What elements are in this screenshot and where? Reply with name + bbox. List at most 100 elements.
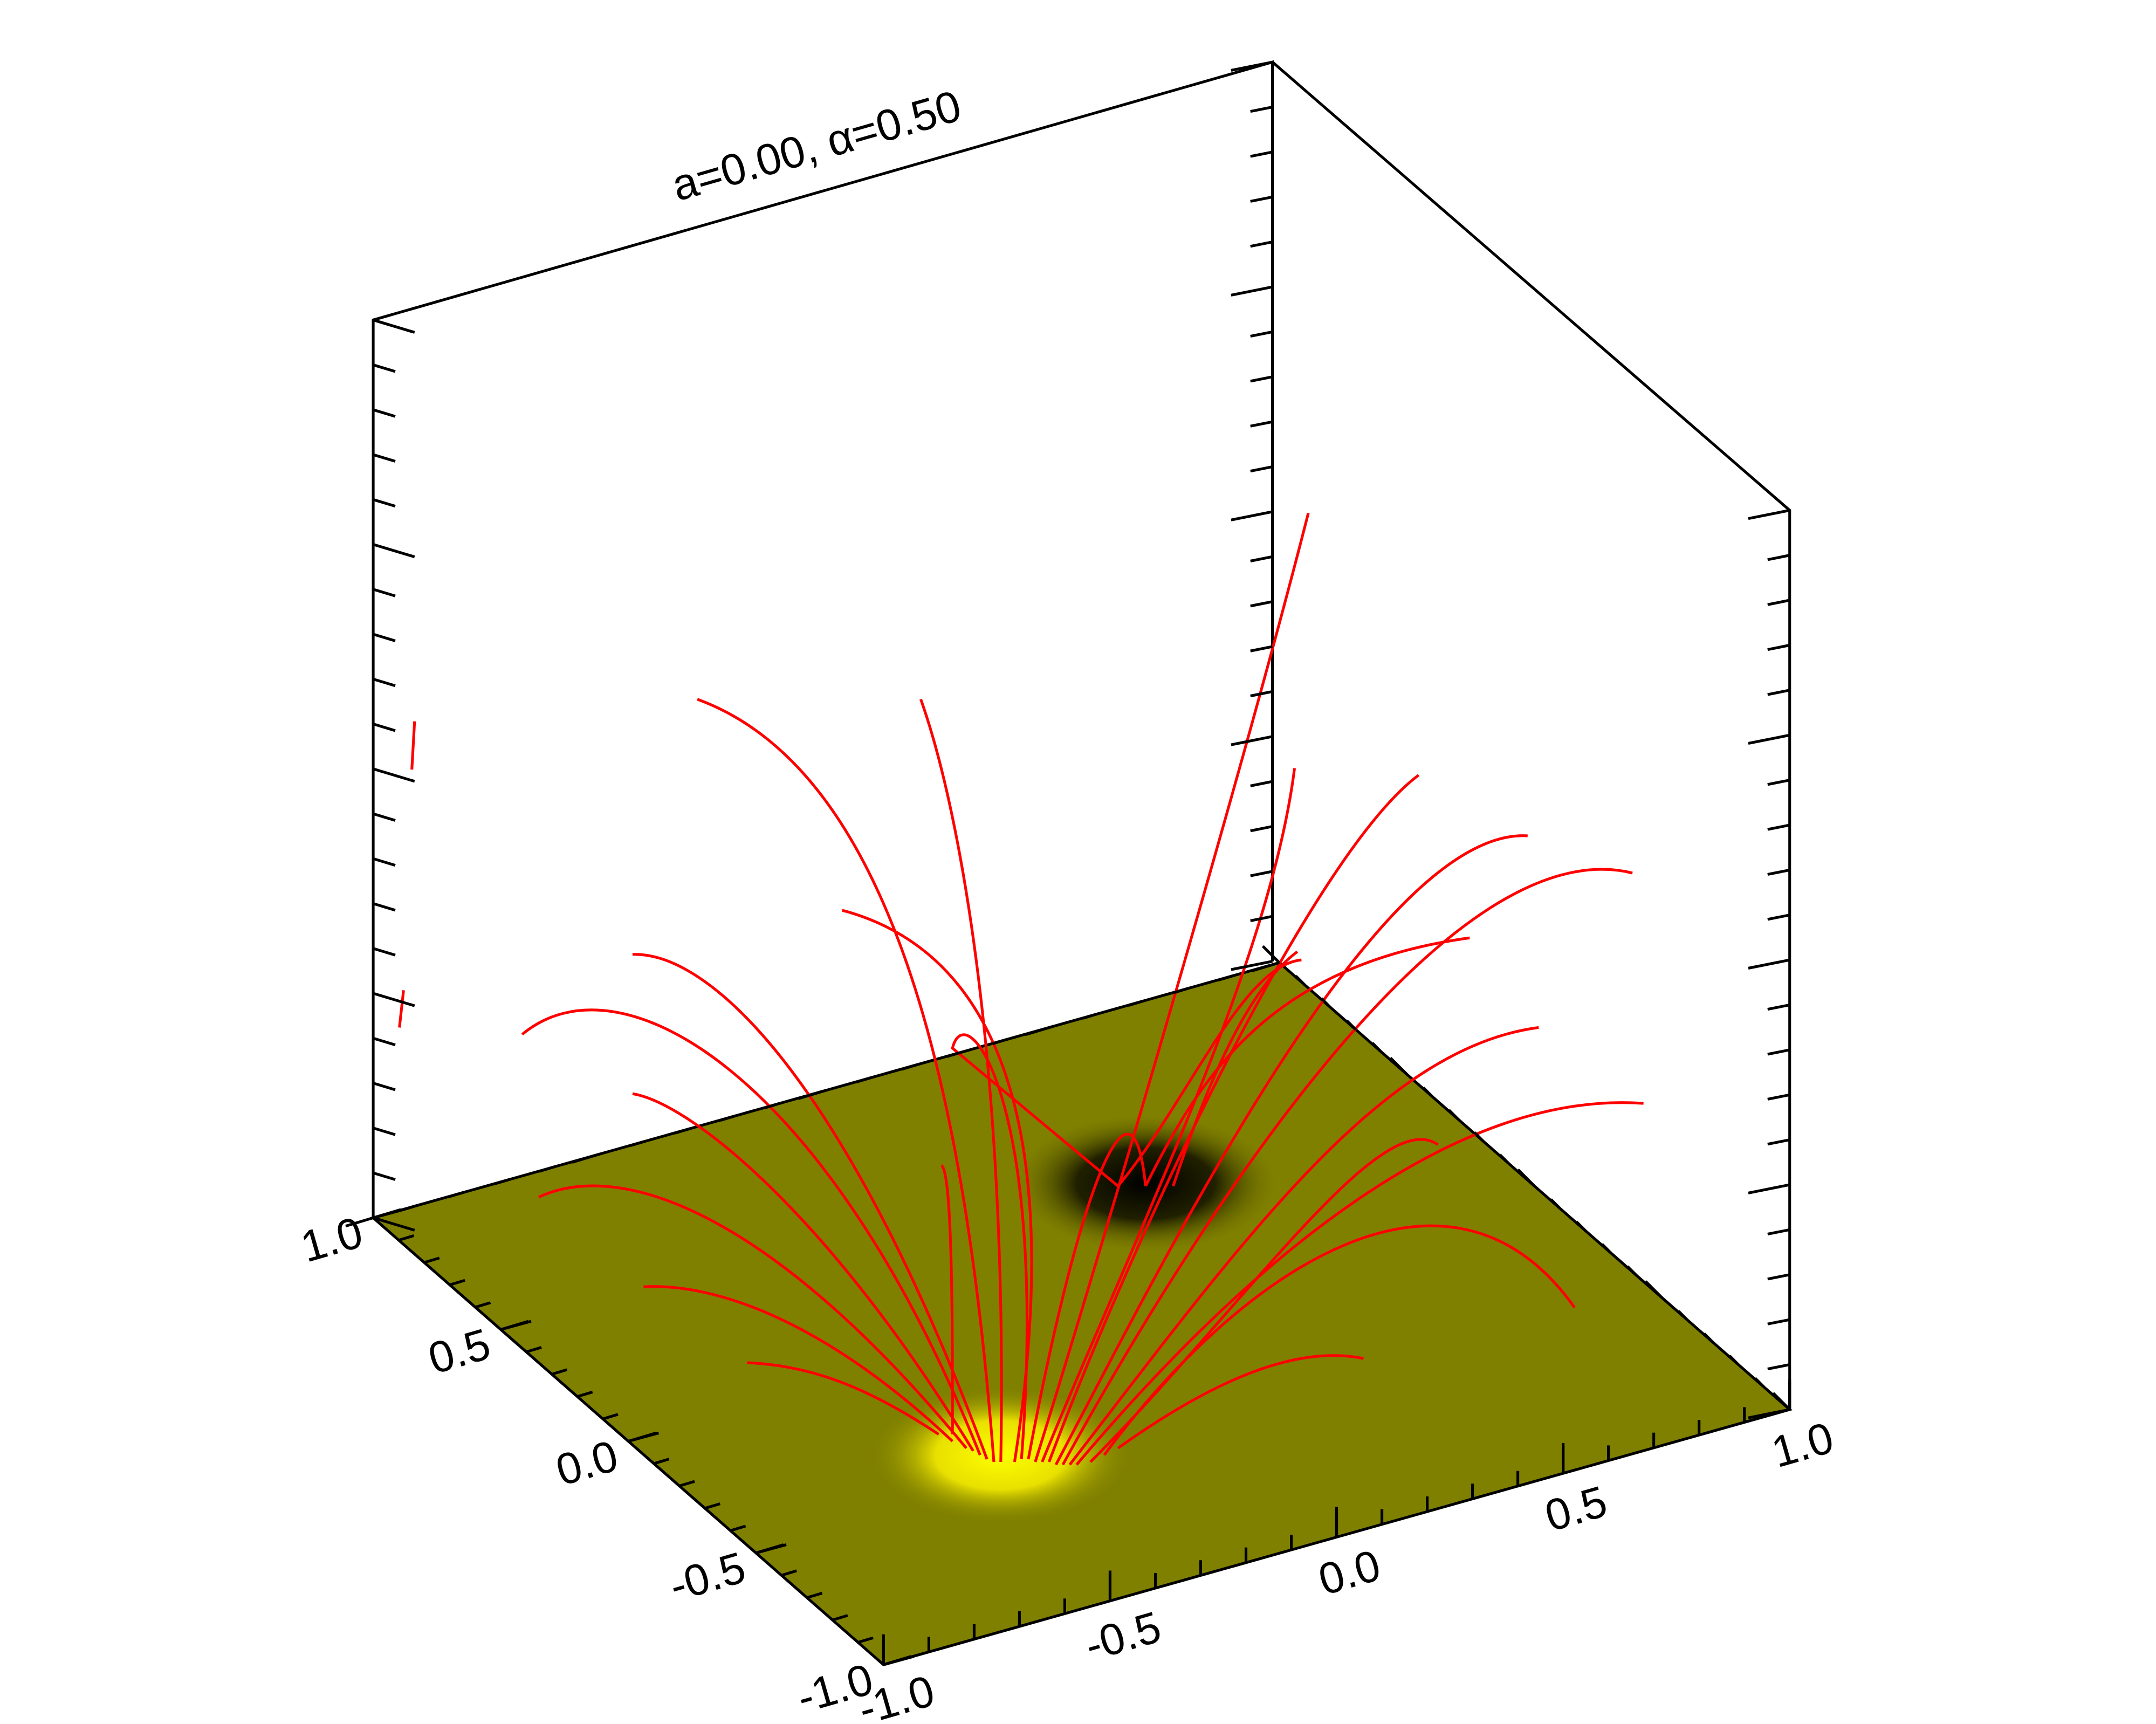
minor-tick xyxy=(1499,1153,1510,1165)
minor-tick xyxy=(1767,1228,1790,1236)
minor-tick xyxy=(373,947,396,957)
minor-tick xyxy=(1748,733,1790,745)
minor-tick xyxy=(1371,1042,1383,1053)
minor-tick xyxy=(1703,1332,1714,1344)
minor-tick xyxy=(653,1458,670,1465)
x-tick-label: 0.5 xyxy=(1540,1477,1612,1541)
x-tick-label: 0.0 xyxy=(1313,1541,1385,1605)
minor-tick xyxy=(373,857,396,867)
minor-tick xyxy=(1767,554,1790,561)
minor-tick xyxy=(449,1279,465,1287)
minor-tick xyxy=(1250,330,1273,338)
minor-tick xyxy=(373,1171,396,1181)
minor-tick xyxy=(1767,1093,1790,1101)
axes: -1.0-0.50.00.51.0-1.0-0.50.00.51.0 xyxy=(296,60,1839,1724)
minor-tick xyxy=(946,1050,963,1058)
minor-tick xyxy=(1767,599,1790,606)
minor-tick xyxy=(1389,1056,1408,1076)
minor-tick xyxy=(398,1234,415,1242)
minor-tick xyxy=(1231,510,1273,521)
minor-tick xyxy=(1025,1025,1054,1036)
minor-tick xyxy=(1644,1280,1663,1299)
minor-tick xyxy=(1550,1198,1561,1210)
minor-tick xyxy=(373,1216,415,1232)
minor-tick xyxy=(493,1178,510,1186)
minor-tick xyxy=(1320,997,1331,1008)
minor-tick xyxy=(1677,1310,1689,1321)
minor-tick xyxy=(1250,915,1273,922)
minor-tick xyxy=(704,1502,721,1510)
minor-tick xyxy=(781,1569,797,1577)
minor-tick xyxy=(992,1038,1008,1046)
minor-tick xyxy=(1422,1087,1434,1098)
minor-tick xyxy=(1767,689,1790,696)
minor-tick xyxy=(475,1301,491,1309)
minor-tick xyxy=(730,1524,746,1532)
minor-tick xyxy=(1748,1408,1790,1419)
minor-tick xyxy=(1767,913,1790,921)
minor-tick xyxy=(1754,1377,1766,1389)
minor-tick xyxy=(539,1165,555,1173)
x-tick-label: 1.0 xyxy=(1766,1413,1838,1477)
minor-tick xyxy=(373,812,396,822)
minor-tick xyxy=(373,677,396,688)
minor-tick xyxy=(602,1413,619,1420)
y-tick-label: 1.0 xyxy=(296,1208,368,1272)
y-tick xyxy=(883,1655,915,1666)
minor-tick xyxy=(373,453,396,463)
minor-tick xyxy=(1295,974,1306,986)
minor-tick xyxy=(806,1591,823,1599)
minor-tick xyxy=(526,1346,542,1354)
minor-tick xyxy=(373,543,415,559)
minor-tick xyxy=(720,1114,736,1122)
minor-tick xyxy=(1626,1265,1638,1277)
minor-tick xyxy=(629,1139,646,1148)
y-tick xyxy=(756,1543,787,1555)
minor-tick xyxy=(1128,999,1144,1007)
minor-tick xyxy=(1261,945,1281,964)
minor-tick xyxy=(1250,420,1273,428)
minor-tick xyxy=(1250,241,1273,248)
y-tick-label: -0.5 xyxy=(664,1543,751,1611)
minor-tick xyxy=(551,1368,568,1376)
minor-tick xyxy=(1231,735,1273,746)
y-tick xyxy=(628,1431,660,1443)
minor-tick xyxy=(765,1101,781,1109)
minor-tick xyxy=(1250,105,1273,113)
minor-tick xyxy=(448,1191,464,1198)
minor-tick xyxy=(373,723,396,732)
field-lines xyxy=(398,512,1644,1466)
chart-title: a=0.00, α=0.50 xyxy=(667,81,966,211)
minor-tick xyxy=(373,588,396,597)
minor-tick xyxy=(1767,643,1790,651)
minor-tick xyxy=(373,633,396,642)
minor-tick xyxy=(1748,1183,1790,1194)
minor-tick xyxy=(345,1216,374,1228)
minor-tick xyxy=(1250,825,1273,833)
minor-tick xyxy=(1250,690,1273,698)
minor-tick xyxy=(1767,1138,1790,1146)
minor-tick xyxy=(1767,779,1790,786)
minor-tick xyxy=(1231,960,1273,971)
minor-tick xyxy=(1728,1355,1740,1366)
minor-tick xyxy=(679,1480,695,1488)
minor-tick xyxy=(403,1204,419,1211)
minor-tick xyxy=(1345,1019,1357,1031)
minor-tick xyxy=(1748,509,1790,520)
minor-tick xyxy=(373,1127,396,1136)
minor-tick xyxy=(576,1390,593,1398)
minor-tick xyxy=(1250,600,1273,608)
minor-tick xyxy=(856,1076,872,1084)
minor-tick xyxy=(1250,780,1273,787)
minor-tick xyxy=(1250,195,1273,203)
minor-tick xyxy=(1767,1363,1790,1371)
minor-tick xyxy=(1767,823,1790,831)
minor-tick xyxy=(832,1614,848,1622)
y-tick-label: 0.0 xyxy=(551,1431,623,1495)
minor-tick xyxy=(1767,1273,1790,1281)
minor-tick xyxy=(1767,1003,1790,1011)
minor-tick xyxy=(1767,1318,1790,1325)
minor-tick xyxy=(1601,1243,1612,1254)
y-tick-label: 0.5 xyxy=(423,1320,496,1384)
